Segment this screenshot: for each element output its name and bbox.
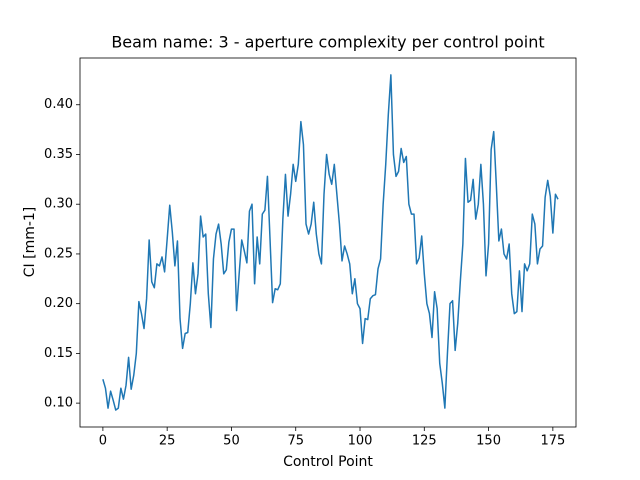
x-tick-label: 100 <box>348 434 373 449</box>
y-tick-label: 0.20 <box>44 296 73 311</box>
y-tick-label: 0.15 <box>44 346 73 361</box>
plot-frame <box>79 57 577 428</box>
chart-title: Beam name: 3 - aperture complexity per c… <box>111 33 544 52</box>
data-line <box>102 74 559 411</box>
x-tick-label: 75 <box>287 434 304 449</box>
x-tick-label: 25 <box>159 434 176 449</box>
x-axis-label: Control Point <box>283 454 373 470</box>
y-tick-label: 0.30 <box>44 197 73 212</box>
y-tick-label: 0.25 <box>44 246 73 261</box>
y-tick-label: 0.40 <box>44 97 73 112</box>
y-tick-label: 0.35 <box>44 147 73 162</box>
x-tick-label: 125 <box>412 434 437 449</box>
y-tick-label: 0.10 <box>44 396 73 411</box>
x-tick-label: 50 <box>223 434 240 449</box>
x-tick-label: 150 <box>476 434 501 449</box>
x-tick-label: 175 <box>540 434 565 449</box>
x-tick-label: 0 <box>99 434 107 449</box>
y-axis-label: CI [mm-1] <box>22 207 38 278</box>
